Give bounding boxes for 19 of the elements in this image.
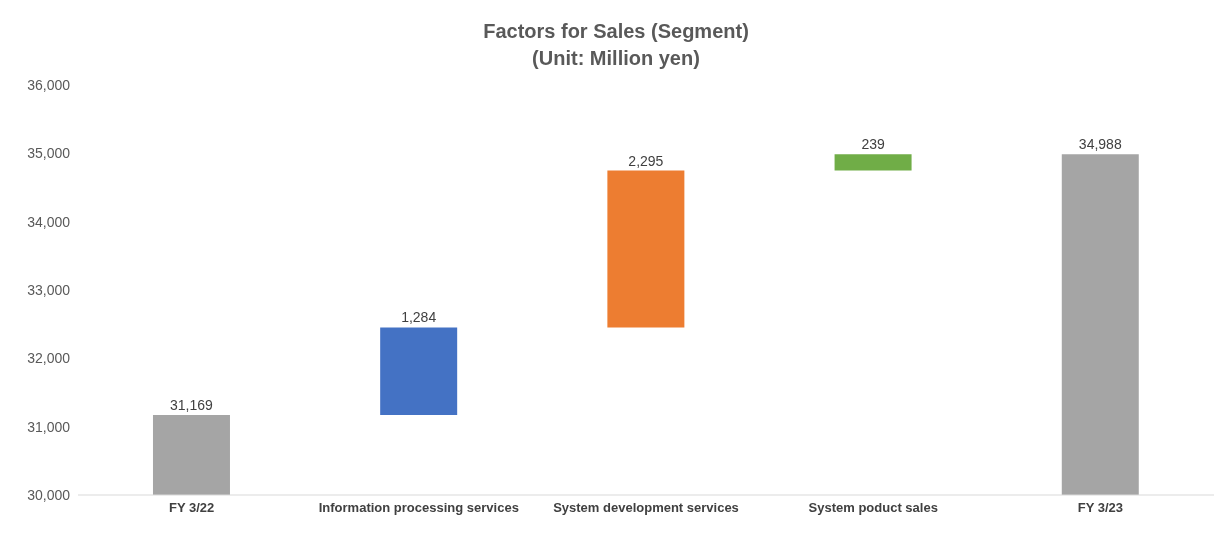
y-tick-label: 32,000 <box>27 350 71 367</box>
y-tick-label: 33,000 <box>27 281 71 298</box>
y-tick-label: 35,000 <box>27 145 71 162</box>
data-label: 31,169 <box>170 397 214 414</box>
chart-subtitle: (Unit: Million yen) <box>531 47 701 70</box>
data-label: 2,295 <box>628 152 664 169</box>
y-tick-label: 34,000 <box>27 213 71 230</box>
x-tick-label: Information processing services <box>318 500 519 516</box>
y-tick-label: 36,000 <box>27 76 71 93</box>
data-label: 1,284 <box>401 309 437 326</box>
x-tick-label: FY 3/22 <box>168 500 215 516</box>
data-label: 239 <box>861 136 885 153</box>
y-tick-label: 30,000 <box>27 486 71 503</box>
data-label: 34,988 <box>1078 136 1122 153</box>
y-tick-label: 31,000 <box>27 418 71 435</box>
x-tick-label: FY 3/23 <box>1077 500 1124 516</box>
x-tick-label: System development services <box>553 500 739 516</box>
x-tick-label: System poduct sales <box>808 500 938 516</box>
chart-title: Factors for Sales (Segment) <box>482 20 750 43</box>
